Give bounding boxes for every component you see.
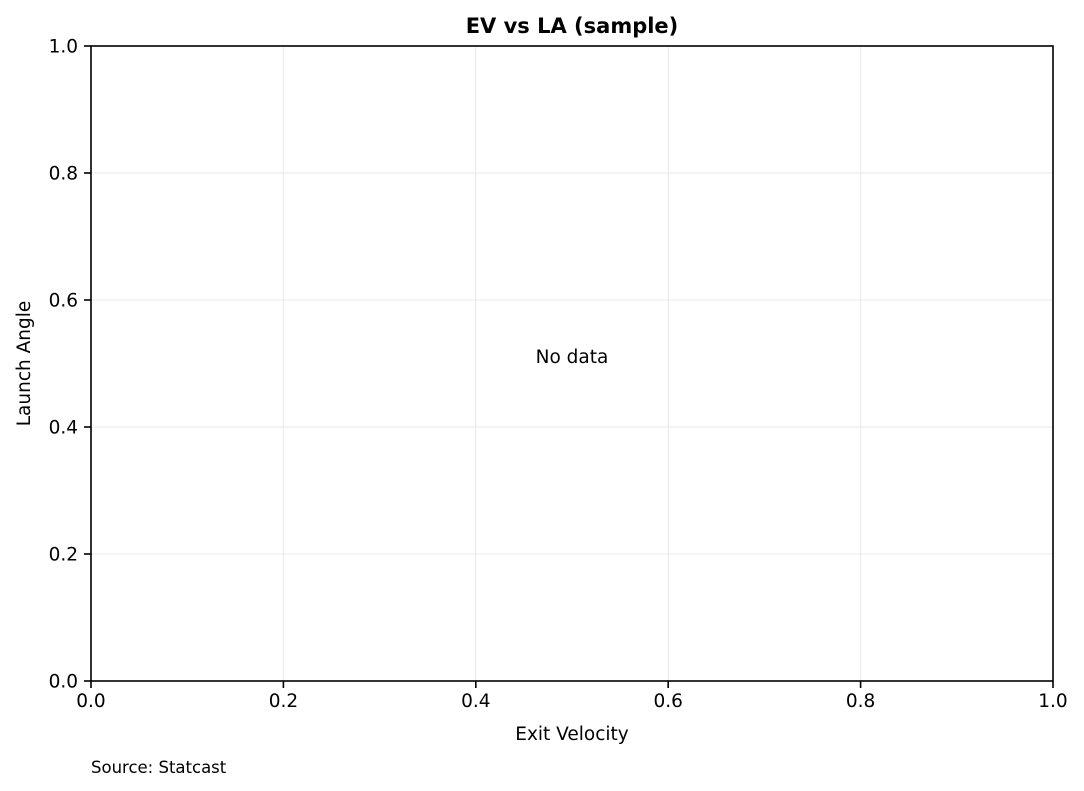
y-tick-label: 0.0 (49, 672, 78, 693)
ticks: 0.0 0.2 0.4 0.6 0.8 1.0 0.0 0.2 0.4 0.6 0.8 1.0 (49, 37, 1068, 713)
y-axis-label: Launch Angle (14, 301, 35, 427)
x-tick-label: 0.0 (76, 691, 105, 712)
y-tick-label: 0.6 (49, 291, 78, 312)
x-tick-label: 0.2 (269, 691, 298, 712)
x-tick-label: 0.8 (846, 691, 875, 712)
y-tick-label: 0.4 (49, 418, 78, 439)
no-data-annotation: No data (536, 347, 609, 368)
y-tick-label: 0.8 (49, 164, 78, 185)
x-tick-label: 0.6 (653, 691, 682, 712)
x-axis-label: Exit Velocity (515, 724, 629, 745)
y-tick-label: 1.0 (49, 37, 78, 58)
source-note: Source: Statcast (91, 758, 227, 777)
x-tick-label: 0.4 (461, 691, 490, 712)
chart-title: EV vs LA (sample) (466, 14, 679, 38)
plot-frame (90, 45, 1054, 682)
y-tick-label: 0.2 (49, 545, 78, 566)
x-tick-label: 1.0 (1038, 691, 1067, 712)
